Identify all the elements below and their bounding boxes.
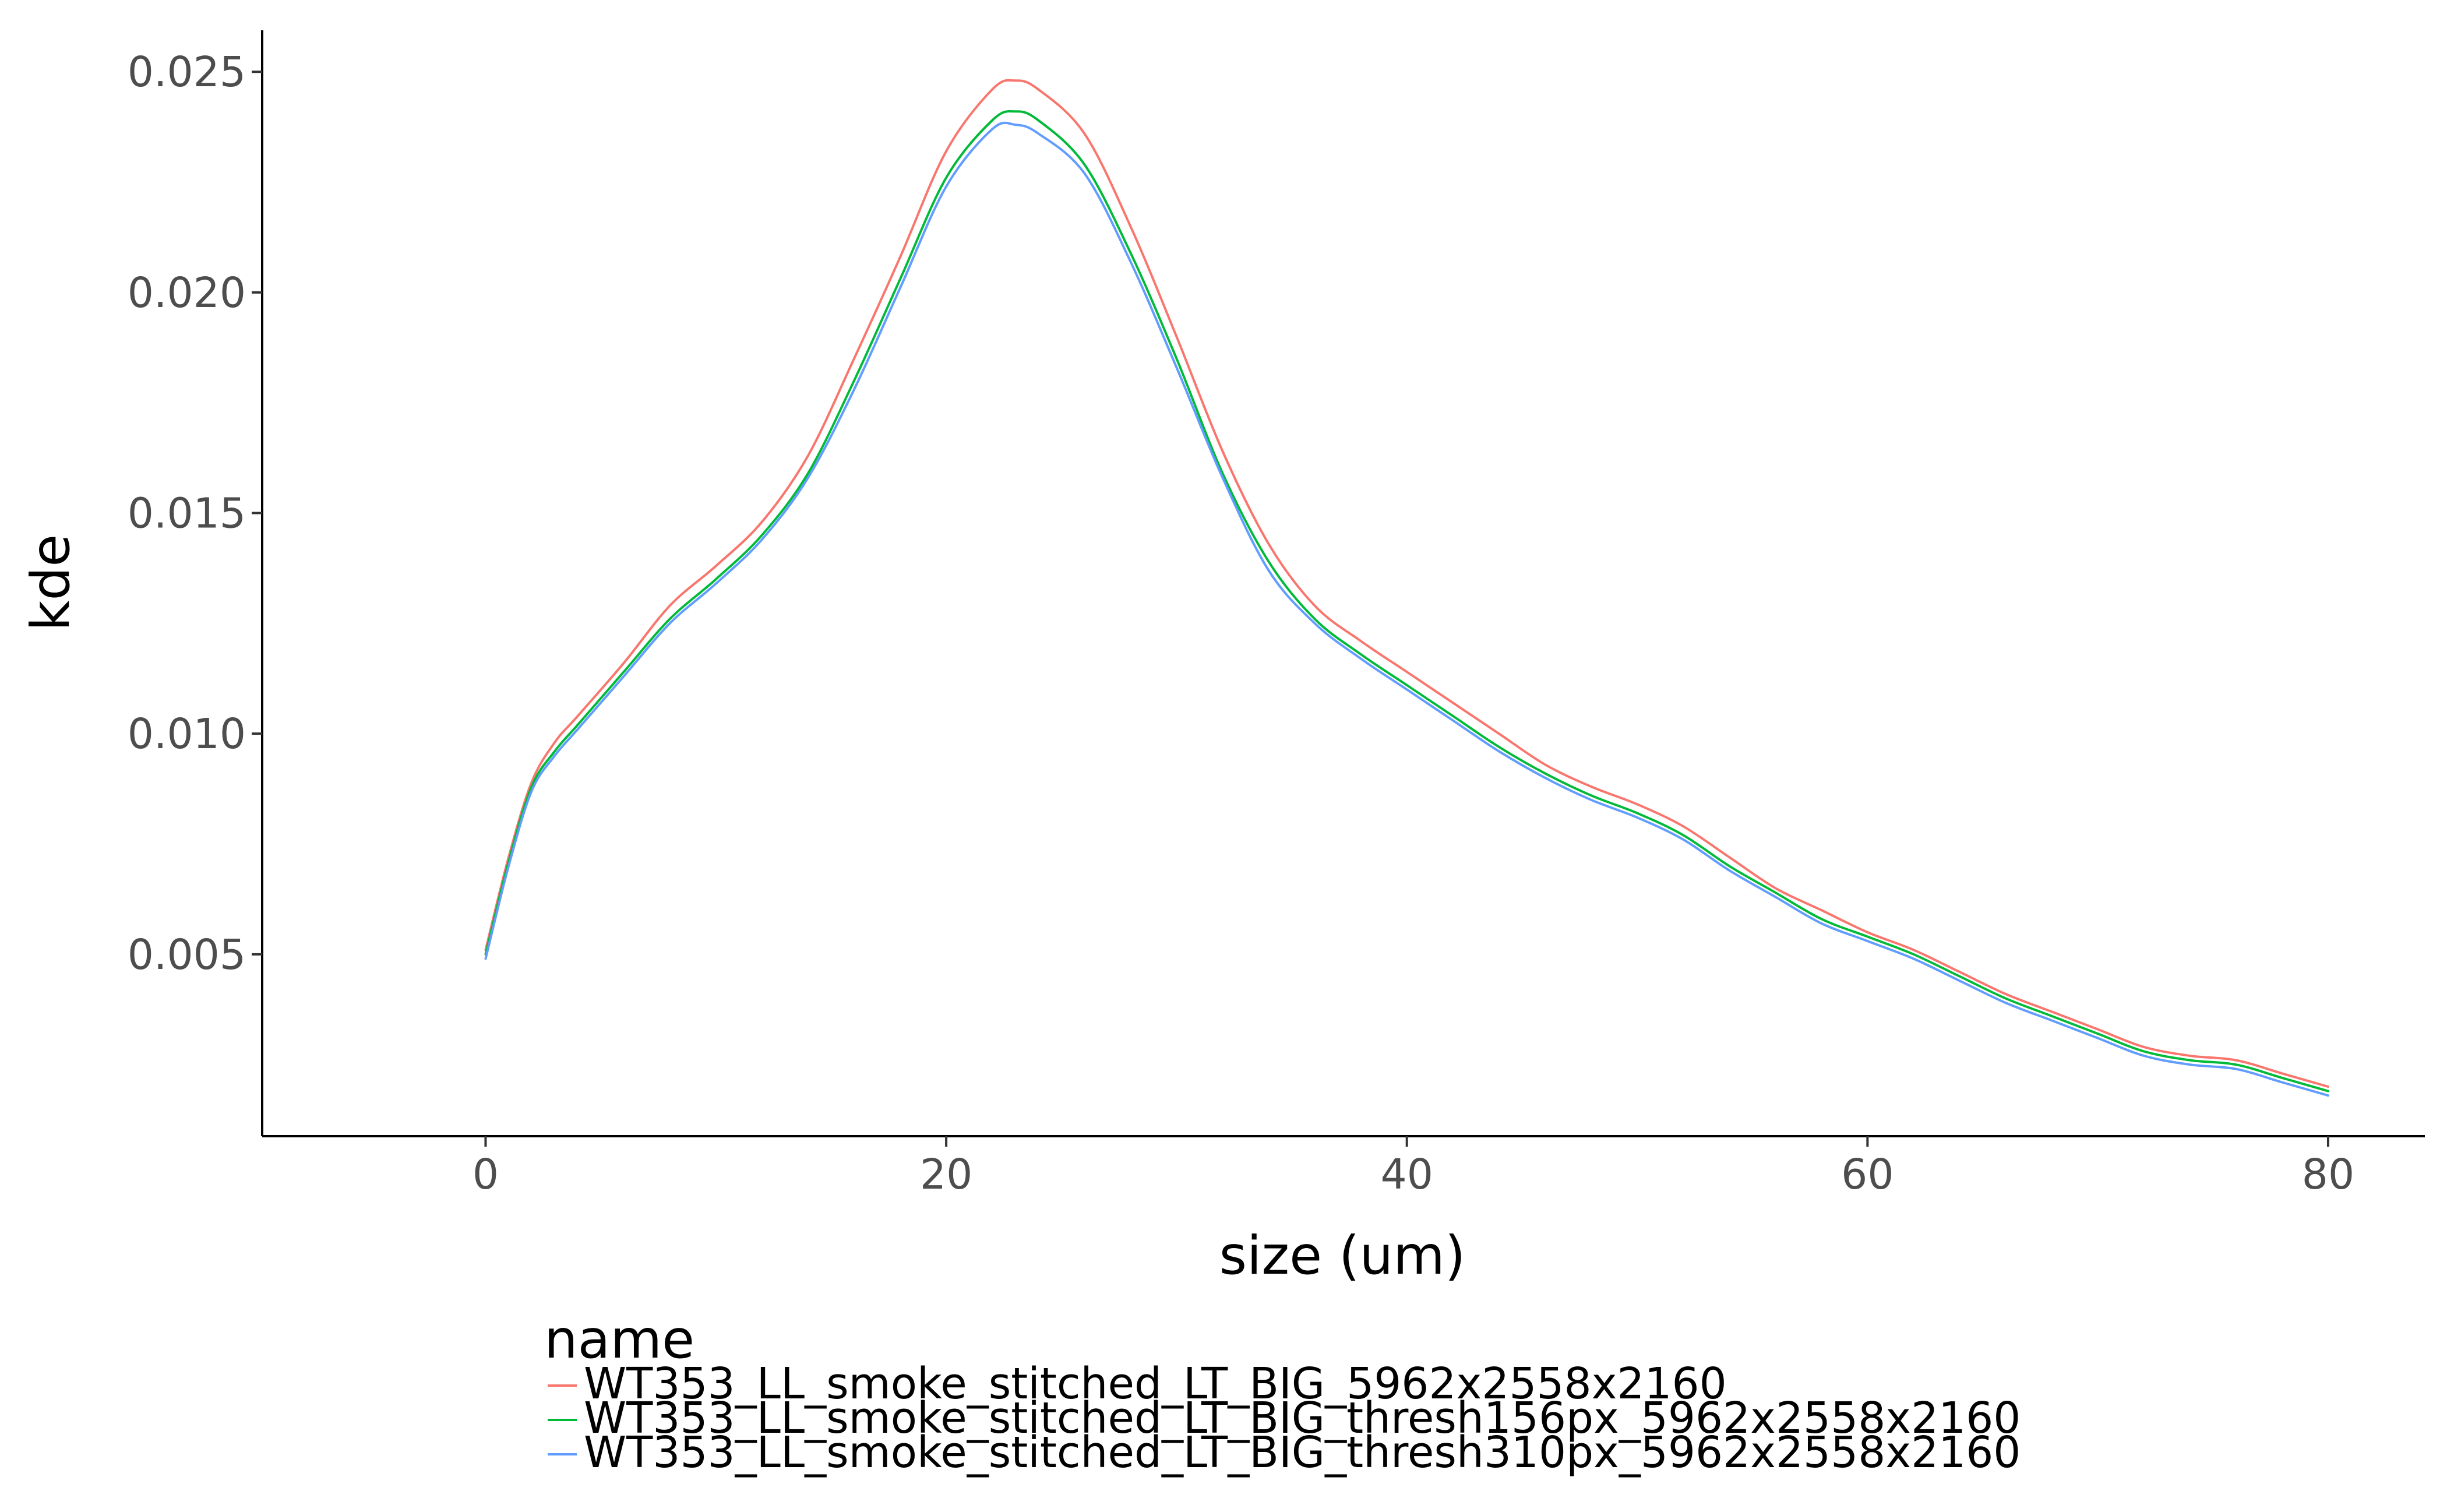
legend-item: WT353_LL_smoke_stitched_LT_BIG_thresh156… [548, 1393, 2021, 1443]
legend-label: WT353_LL_smoke_stitched_LT_BIG_thresh310… [584, 1428, 2021, 1478]
legend-item: WT353_LL_smoke_stitched_LT_BIG_5962x2558… [548, 1359, 1727, 1409]
y-tick-label: 0.005 [128, 931, 246, 979]
legend-label: WT353_LL_smoke_stitched_LT_BIG_5962x2558… [584, 1359, 1727, 1409]
y-tick-label: 0.015 [128, 489, 246, 538]
series-line-1 [484, 79, 2329, 1088]
legend: name WT353_LL_smoke_stitched_LT_BIG_5962… [544, 1309, 2021, 1478]
legend-item: WT353_LL_smoke_stitched_LT_BIG_thresh310… [548, 1428, 2021, 1478]
y-tick-label: 0.025 [128, 48, 246, 96]
legend-title: name [544, 1309, 694, 1370]
y-axis-title: kde [20, 534, 82, 631]
x-axis-title: size (um) [1219, 1225, 1466, 1287]
x-tick-label: 0 [473, 1150, 499, 1199]
y-axis-ticks: 0.005 0.010 0.015 0.020 0.025 [128, 48, 262, 979]
x-tick-label: 60 [1841, 1150, 1894, 1199]
series-line-3 [484, 121, 2329, 1097]
x-tick-label: 80 [2302, 1150, 2354, 1199]
y-tick-label: 0.020 [128, 269, 246, 317]
series-line-2 [484, 110, 2329, 1092]
x-axis-ticks: 0 20 40 60 80 [473, 1136, 2354, 1199]
plot-area: 0.005 0.010 0.015 0.020 0.025 0 20 40 60 80 [128, 30, 2425, 1199]
x-tick-label: 20 [920, 1150, 972, 1199]
legend-label: WT353_LL_smoke_stitched_LT_BIG_thresh156… [584, 1393, 2021, 1443]
y-tick-label: 0.010 [128, 710, 246, 758]
legend-items: WT353_LL_smoke_stitched_LT_BIG_5962x2558… [548, 1359, 2021, 1478]
series-lines [484, 79, 2329, 1097]
x-tick-label: 40 [1381, 1150, 1433, 1199]
